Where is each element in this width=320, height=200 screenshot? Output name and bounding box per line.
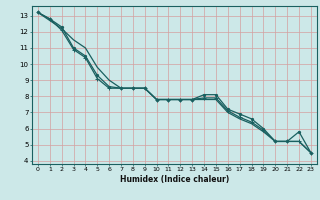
X-axis label: Humidex (Indice chaleur): Humidex (Indice chaleur) [120, 175, 229, 184]
